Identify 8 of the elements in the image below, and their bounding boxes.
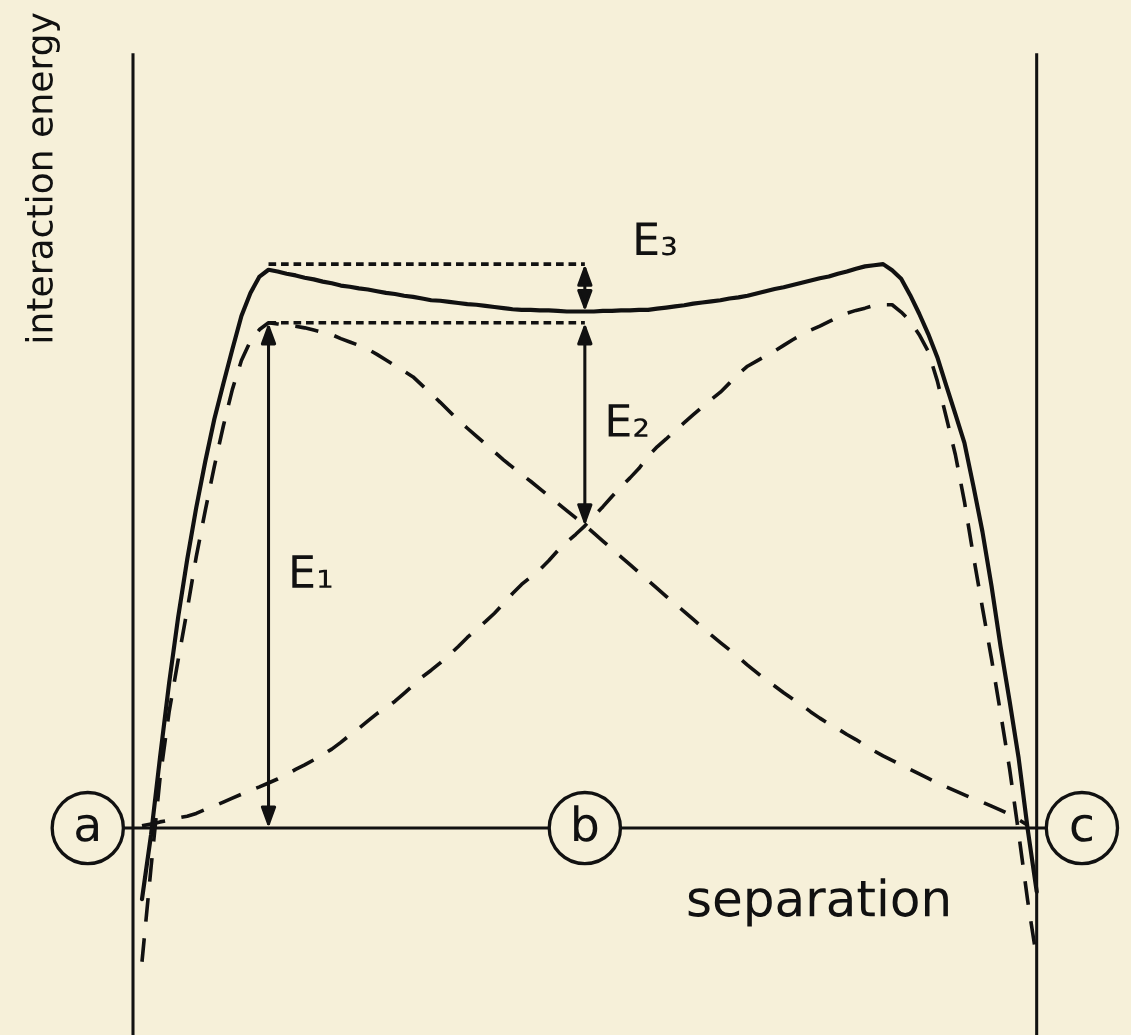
annotation: E₁	[292, 555, 332, 588]
annotation: E₂	[608, 404, 648, 437]
x-tick-label: b	[574, 805, 598, 842]
y-axis-title: interaction energy	[24, 13, 60, 342]
annotation: E₃	[636, 222, 676, 256]
x-tick-label: c	[1071, 814, 1092, 842]
x-axis-title: separation	[688, 878, 948, 927]
x-tick-label: a	[76, 814, 98, 842]
